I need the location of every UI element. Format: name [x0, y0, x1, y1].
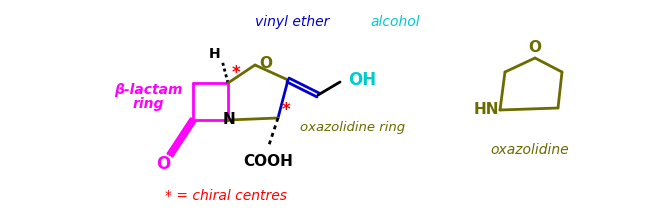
Text: oxazolidine: oxazolidine: [491, 143, 570, 157]
Text: oxazolidine ring: oxazolidine ring: [300, 121, 405, 135]
Text: COOH: COOH: [243, 154, 293, 170]
Text: O: O: [156, 155, 170, 173]
Text: O: O: [529, 40, 542, 54]
Text: alcohol: alcohol: [370, 15, 420, 29]
Text: vinyl ether: vinyl ether: [255, 15, 329, 29]
Text: HN: HN: [473, 103, 499, 118]
Text: * = chiral centres: * = chiral centres: [165, 189, 287, 203]
Text: *: *: [231, 64, 240, 82]
Text: *: *: [282, 101, 290, 119]
Text: H: H: [209, 47, 220, 61]
Text: OH: OH: [348, 71, 376, 89]
Text: N: N: [223, 113, 235, 127]
Text: β-lactam: β-lactam: [114, 83, 182, 97]
Text: O: O: [259, 56, 272, 70]
Text: ring: ring: [132, 97, 164, 111]
